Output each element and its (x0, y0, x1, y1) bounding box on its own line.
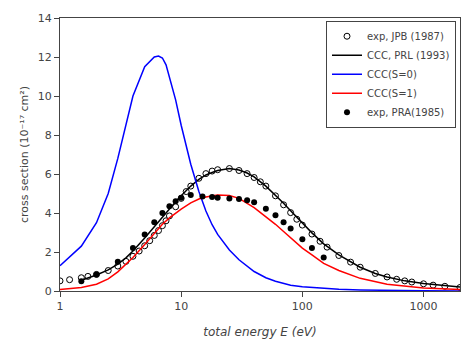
svg-text:12: 12 (38, 51, 52, 64)
svg-text:cross section (10⁻¹⁷ cm²): cross section (10⁻¹⁷ cm²) (18, 86, 31, 223)
svg-text:1000: 1000 (410, 300, 438, 313)
svg-text:0: 0 (45, 285, 52, 298)
svg-text:10: 10 (174, 300, 188, 313)
svg-text:6: 6 (45, 168, 52, 181)
svg-text:100: 100 (292, 300, 313, 313)
svg-text:14: 14 (38, 12, 52, 25)
svg-text:2: 2 (45, 246, 52, 259)
svg-text:4: 4 (45, 207, 52, 220)
svg-text:CCC(S=1): CCC(S=1) (367, 88, 417, 99)
svg-text:exp, JPB (1987): exp, JPB (1987) (367, 31, 444, 42)
svg-text:exp, PRA(1985): exp, PRA(1985) (367, 107, 444, 118)
svg-text:CCC(S=0): CCC(S=0) (367, 69, 417, 80)
svg-text:CCC, PRL (1993): CCC, PRL (1993) (367, 50, 449, 61)
svg-text:10: 10 (38, 90, 52, 103)
svg-text:1: 1 (57, 300, 64, 313)
svg-text:8: 8 (45, 129, 52, 142)
svg-text:total energy E (eV): total energy E (eV) (203, 325, 316, 339)
